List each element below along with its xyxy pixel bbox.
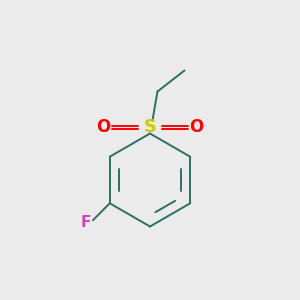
Text: O: O bbox=[96, 118, 111, 136]
Text: F: F bbox=[80, 215, 91, 230]
Text: S: S bbox=[143, 118, 157, 136]
Text: O: O bbox=[189, 118, 204, 136]
